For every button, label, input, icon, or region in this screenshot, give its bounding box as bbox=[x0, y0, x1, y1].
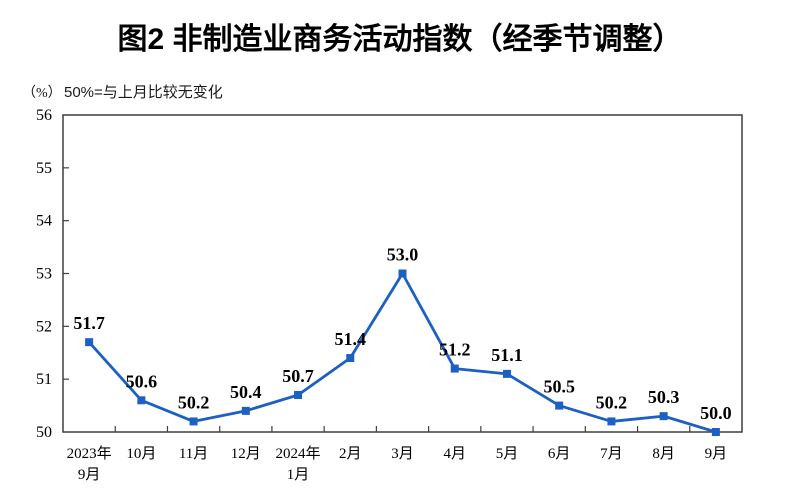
data-point-marker bbox=[137, 396, 146, 405]
x-category-label: 3月 bbox=[391, 446, 414, 462]
y-axis-unit-label: （%） bbox=[22, 86, 62, 101]
y-tick-label: 51 bbox=[36, 371, 52, 388]
data-point-marker bbox=[607, 417, 616, 426]
data-point-label: 50.5 bbox=[543, 377, 575, 397]
x-category-label: 8月 bbox=[652, 446, 675, 462]
x-category-label: 12月 bbox=[231, 446, 261, 462]
y-tick-label: 52 bbox=[36, 318, 52, 335]
x-category-label: 2023年 9月 bbox=[67, 445, 112, 483]
data-point-label: 50.7 bbox=[282, 366, 314, 386]
data-point-label: 51.7 bbox=[73, 313, 105, 333]
y-tick-label: 53 bbox=[36, 266, 52, 283]
data-point-marker bbox=[85, 338, 94, 347]
data-point-marker bbox=[450, 364, 459, 373]
x-category-label: 5月 bbox=[496, 446, 519, 462]
data-point-label: 51.1 bbox=[491, 345, 523, 365]
x-category-label: 2024年 1月 bbox=[276, 445, 321, 483]
data-point-marker bbox=[711, 428, 720, 436]
y-tick-label: 55 bbox=[36, 160, 52, 177]
data-point-marker bbox=[659, 412, 668, 421]
data-point-label: 50.0 bbox=[700, 403, 732, 423]
x-category-label: 10月 bbox=[126, 446, 156, 462]
x-category-label: 7月 bbox=[600, 446, 623, 462]
data-point-marker bbox=[346, 354, 355, 363]
x-category-label: 9月 bbox=[705, 446, 728, 462]
data-point-label: 51.4 bbox=[335, 329, 367, 349]
x-category-label: 2月 bbox=[339, 446, 362, 462]
data-point-label: 51.2 bbox=[439, 340, 471, 360]
data-point-label: 50.3 bbox=[648, 387, 680, 407]
data-point-label: 50.4 bbox=[230, 382, 262, 402]
data-point-marker bbox=[555, 401, 564, 410]
data-point-marker bbox=[189, 417, 198, 426]
data-point-label: 50.2 bbox=[178, 392, 210, 412]
y-tick-label: 54 bbox=[36, 213, 52, 230]
data-point-marker bbox=[502, 369, 511, 378]
chart-title: 图2 非制造业商务活动指数（经季节调整） bbox=[117, 23, 683, 56]
x-category-label: 11月 bbox=[179, 446, 208, 462]
data-point-label: 50.2 bbox=[596, 392, 628, 412]
data-point-marker bbox=[398, 269, 407, 278]
y-tick-label: 56 bbox=[36, 107, 52, 124]
y-tick-label: 50 bbox=[36, 424, 52, 441]
data-point-label: 50.6 bbox=[126, 371, 158, 391]
x-category-label: 4月 bbox=[443, 446, 466, 462]
data-point-label: 53.0 bbox=[387, 245, 419, 265]
reference-line-note: 50%=与上月比较无变化 bbox=[64, 84, 223, 101]
data-point-marker bbox=[241, 406, 250, 415]
x-category-label: 6月 bbox=[548, 446, 571, 462]
data-point-marker bbox=[294, 391, 303, 400]
